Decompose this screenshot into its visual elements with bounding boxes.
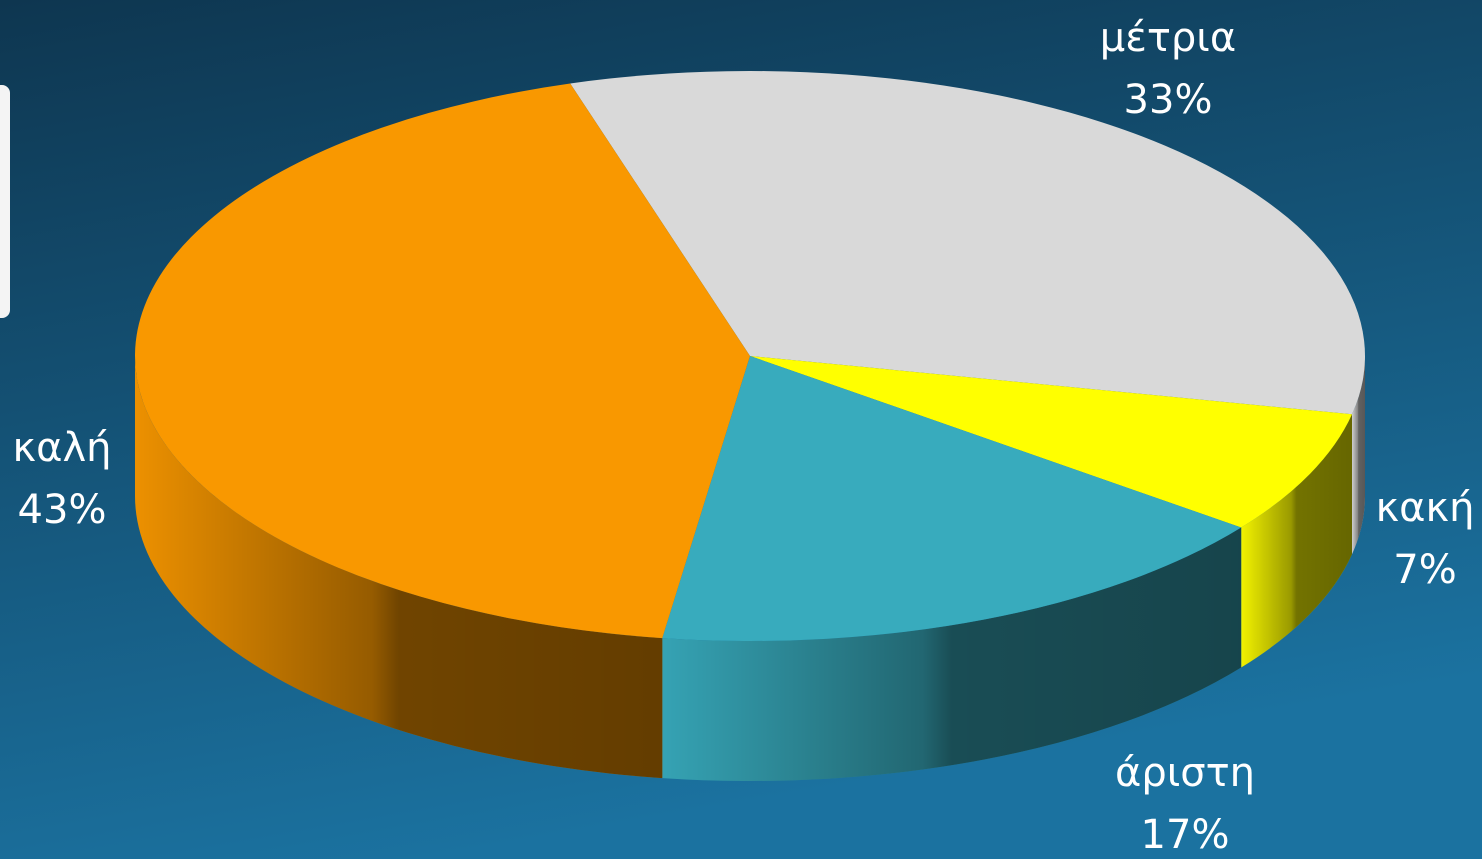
slice-label: μέτρια	[1100, 15, 1236, 61]
slice-side-shade	[662, 527, 1242, 782]
slice-label: καλή	[13, 425, 112, 471]
slice-value-label: 7%	[1393, 547, 1456, 593]
slice-label: κακή	[1376, 485, 1475, 531]
slice	[662, 356, 1242, 641]
slice-value-label: 43%	[18, 487, 107, 533]
side-panel	[0, 85, 10, 318]
slice-side-shade	[1352, 356, 1365, 555]
slice-side-shade	[1241, 414, 1353, 668]
slice	[134, 83, 751, 639]
slice-value-label: 33%	[1124, 77, 1213, 123]
slice	[750, 356, 1353, 528]
slice	[570, 71, 1365, 415]
slice-value-label: 17%	[1141, 812, 1230, 858]
slice-label: άριστη	[1115, 750, 1255, 796]
slice-side-shade	[135, 356, 663, 779]
